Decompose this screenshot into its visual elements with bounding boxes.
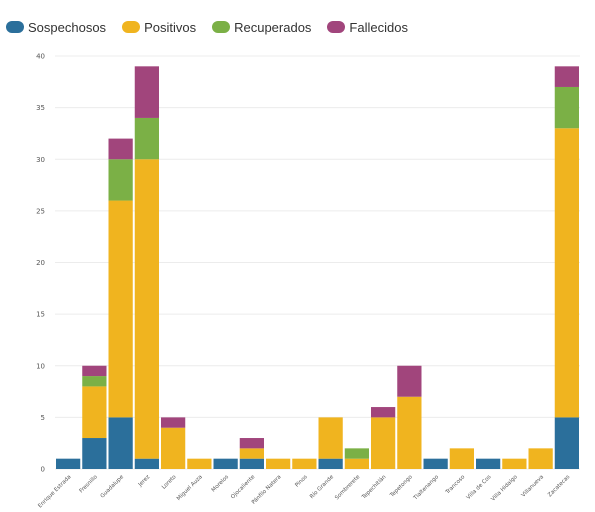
bar-morelos-sospechosos[interactable]: [213, 458, 238, 469]
bar-guadalupe-positivos[interactable]: [108, 200, 133, 418]
bar-tepetongo-fallecidos[interactable]: [397, 365, 422, 397]
bar-tepetongo-positivos[interactable]: [397, 396, 422, 469]
bar-enrique-estrada-sospechosos[interactable]: [56, 458, 81, 469]
bar-fresnillo-fallecidos[interactable]: [82, 365, 107, 377]
x-tick-label: Tlaltenango: [412, 474, 440, 502]
x-tick-label: Tepetongo: [389, 474, 415, 500]
bar-jerez-recuperados[interactable]: [134, 117, 159, 160]
y-tick-label: 5: [41, 414, 45, 422]
legend-swatch-positivos: [122, 21, 141, 33]
bar-guadalupe-sospechosos[interactable]: [108, 417, 133, 469]
bar-villa-hidalgo-positivos[interactable]: [502, 458, 527, 469]
bar-sombrerete-positivos[interactable]: [344, 458, 369, 469]
grid-lines: [55, 55, 580, 470]
x-tick-label: Sombrerete: [334, 474, 362, 502]
x-tick-label: Trancoso: [444, 474, 467, 497]
bar-tepechitlan-fallecidos[interactable]: [371, 407, 396, 418]
bar-jerez-positivos[interactable]: [134, 159, 159, 459]
bar-zacatecas-fallecidos[interactable]: [554, 66, 579, 87]
bar-panfilo-natera-positivos[interactable]: [266, 458, 291, 469]
bar-fresnillo-sospechosos[interactable]: [82, 438, 107, 469]
legend-item-sospechosos[interactable]: Sospechosos: [6, 20, 106, 35]
bar-tepechitlan-positivos[interactable]: [371, 417, 396, 469]
y-tick-label: 30: [36, 156, 45, 164]
bar-ojocaliente-fallecidos[interactable]: [239, 438, 264, 449]
bar-pinos-positivos[interactable]: [292, 458, 317, 469]
x-tick-label: Enrique Estrada: [37, 474, 72, 509]
bar-ojocaliente-sospechosos[interactable]: [239, 458, 264, 469]
legend-item-recuperados[interactable]: Recuperados: [212, 20, 311, 35]
x-tick-label: Miguel Auza: [176, 474, 204, 502]
legend-label-sospechosos: Sospechosos: [28, 19, 107, 35]
y-tick-label: 10: [36, 362, 45, 370]
x-tick-label: Villa Hidalgo: [490, 474, 519, 503]
x-tick-label: Villa de Cos: [466, 474, 493, 501]
y-tick-label: 0: [41, 466, 45, 474]
legend-item-fallecidos[interactable]: Fallecidos: [327, 20, 408, 35]
legend-swatch-fallecidos: [327, 21, 346, 33]
y-tick-label: 40: [36, 53, 45, 61]
bar-miguel-auza-positivos[interactable]: [187, 458, 212, 469]
x-tick-label: Zacatecas: [547, 474, 571, 498]
y-tick-label: 15: [36, 311, 45, 319]
legend-label-recuperados: Recuperados: [234, 19, 312, 35]
bar-loreto-fallecidos[interactable]: [161, 417, 186, 428]
chart-legend: Sospechosos Positivos Recuperados Fallecido…: [6, 16, 424, 38]
legend-swatch-recuperados: [212, 21, 231, 33]
legend-item-positivos[interactable]: Positivos: [122, 20, 196, 35]
y-tick-label: 25: [36, 207, 45, 215]
bar-jerez-fallecidos[interactable]: [134, 66, 159, 118]
x-tick-label: Río Grande: [308, 473, 335, 500]
bar-rio-grande-positivos[interactable]: [318, 417, 343, 459]
x-tick-label: Guadalupe: [100, 474, 126, 500]
y-tick-label: 35: [36, 104, 45, 112]
legend-label-positivos: Positivos: [144, 19, 197, 35]
x-tick-label: Pinos: [294, 474, 309, 489]
x-tick-label: Loreto: [161, 474, 178, 491]
bar-guadalupe-recuperados[interactable]: [108, 159, 133, 201]
y-tick-label: 20: [36, 259, 45, 267]
x-tick-label: Fresnillo: [79, 474, 100, 495]
bar-guadalupe-fallecidos[interactable]: [108, 138, 133, 160]
x-tick-label: Jerez: [137, 474, 152, 489]
x-tick-label: Tepechitlán: [360, 473, 388, 501]
bar-fresnillo-positivos[interactable]: [82, 386, 107, 439]
legend-label-fallecidos: Fallecidos: [349, 19, 408, 35]
bar-fresnillo-recuperados[interactable]: [82, 376, 107, 387]
x-tick-label: Ojocaliente: [230, 474, 257, 501]
bar-zacatecas-sospechosos[interactable]: [554, 417, 579, 469]
bar-zacatecas-recuperados[interactable]: [554, 86, 579, 129]
x-tick-label: Villanueva: [521, 474, 545, 498]
x-tick-label: Morelos: [211, 474, 230, 493]
legend-swatch-sospechosos: [6, 21, 24, 33]
bar-trancoso-positivos[interactable]: [449, 448, 474, 469]
bar-villa-de-cos-sospechosos[interactable]: [476, 458, 501, 469]
bar-villanueva-positivos[interactable]: [528, 448, 553, 469]
bar-zacatecas-positivos[interactable]: [554, 128, 579, 418]
bar-rio-grande-sospechosos[interactable]: [318, 458, 343, 469]
bar-loreto-positivos[interactable]: [161, 427, 186, 469]
bar-jerez-sospechosos[interactable]: [134, 458, 159, 469]
bar-tlaltenango-sospechosos[interactable]: [423, 458, 448, 469]
bars: [56, 66, 579, 469]
bar-ojocaliente-positivos[interactable]: [239, 448, 264, 459]
bar-sombrerete-recuperados[interactable]: [344, 448, 369, 459]
